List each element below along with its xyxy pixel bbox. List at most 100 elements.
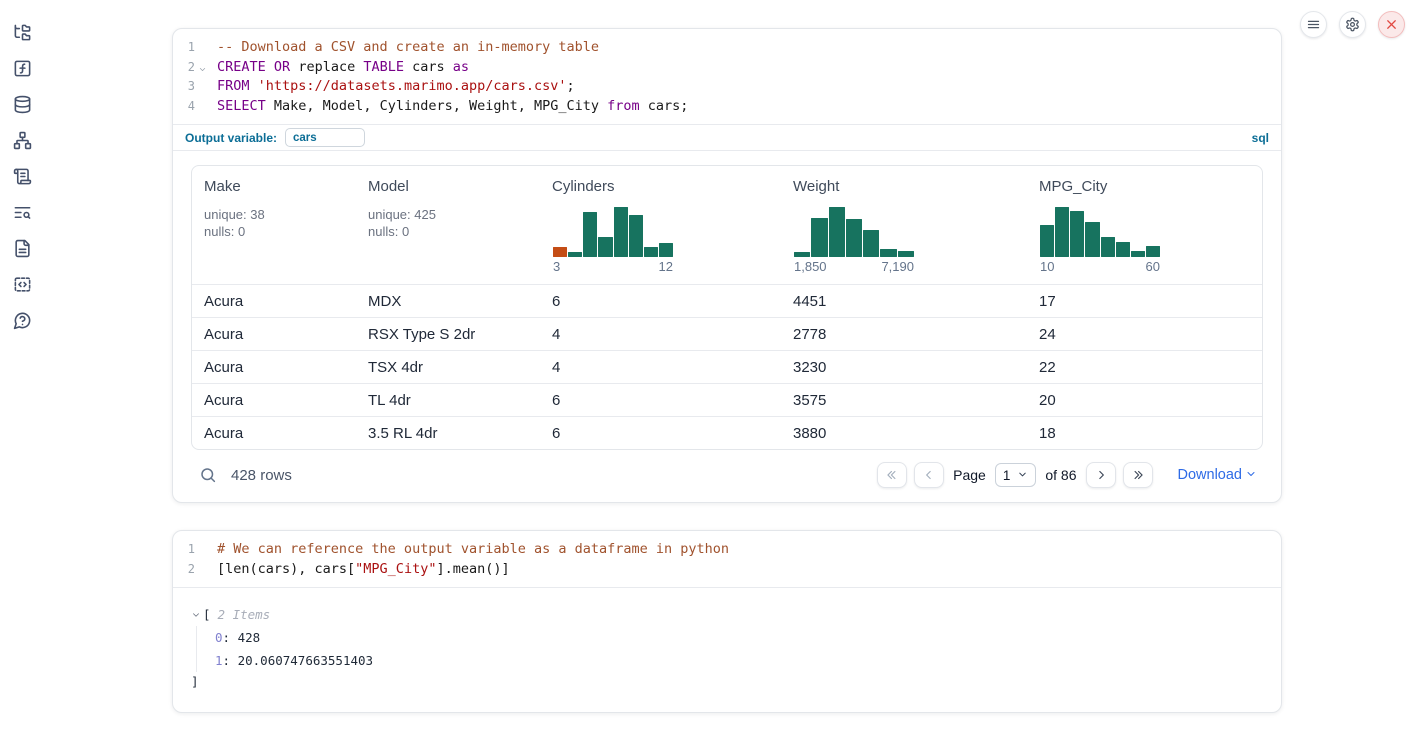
histogram-bar xyxy=(644,247,658,258)
code-line: 2CREATE OR replace TABLE cars as xyxy=(173,58,1281,78)
table-cell: Acura xyxy=(192,392,356,409)
histogram-bar xyxy=(1146,246,1160,257)
table-cell: 6 xyxy=(540,392,781,409)
sql-cell: 1-- Download a CSV and create an in-memo… xyxy=(172,28,1282,503)
code-line: 2[len(cars), cars["MPG_City"].mean()] xyxy=(173,560,1281,580)
column-header-make[interactable]: Makeunique: 38nulls: 0 xyxy=(192,166,356,284)
column-histogram: 1060 xyxy=(1040,207,1160,274)
histogram-bar xyxy=(1070,211,1084,258)
column-header-weight[interactable]: Weight 1,8507,190 xyxy=(781,166,1027,284)
histogram-bar xyxy=(1055,207,1069,257)
code-line: 3FROM 'https://datasets.marimo.app/cars.… xyxy=(173,77,1281,97)
table-cell: 3230 xyxy=(781,359,1027,376)
column-header-cylinders[interactable]: Cylinders 312 xyxy=(540,166,781,284)
sidebar-logs-icon[interactable] xyxy=(12,202,32,222)
code-line: 1-- Download a CSV and create an in-memo… xyxy=(173,38,1281,58)
table-cell: 3.5 RL 4dr xyxy=(356,425,540,442)
histogram-bar xyxy=(811,218,827,257)
fold-toggle-icon[interactable] xyxy=(195,58,209,78)
line-number: 3 xyxy=(173,77,195,97)
tree-close-bracket: ] xyxy=(191,672,1263,692)
table-cell: MDX xyxy=(356,293,540,310)
sidebar-snippets-icon[interactable] xyxy=(12,274,32,294)
table-body: AcuraMDX6445117AcuraRSX Type S 2dr427782… xyxy=(192,284,1262,449)
histogram-bar xyxy=(659,243,673,257)
histogram-bar xyxy=(863,230,879,258)
helper-panel-sidebar xyxy=(0,0,44,729)
last-page-button[interactable] xyxy=(1123,462,1153,488)
shutdown-button[interactable] xyxy=(1378,11,1405,38)
table-cell: 4451 xyxy=(781,293,1027,310)
table-row: AcuraRSX Type S 2dr4277824 xyxy=(192,317,1262,350)
histogram-bar xyxy=(898,251,914,257)
histogram-bar xyxy=(880,249,896,257)
first-page-button[interactable] xyxy=(877,462,907,488)
column-histogram: 312 xyxy=(553,207,673,274)
download-button[interactable]: Download xyxy=(1178,467,1258,483)
search-icon[interactable] xyxy=(199,466,217,484)
tree-open-bracket: [ xyxy=(203,604,211,626)
column-stats: unique: 38nulls: 0 xyxy=(204,206,344,240)
table-header: Makeunique: 38nulls: 0Modelunique: 425nu… xyxy=(192,166,1262,284)
histogram-bar xyxy=(598,237,612,257)
table-cell: 3575 xyxy=(781,392,1027,409)
download-label: Download xyxy=(1178,467,1243,483)
histogram-bar xyxy=(1131,251,1145,257)
notebook-actions-topbar xyxy=(1300,11,1405,38)
table-cell: 24 xyxy=(1027,326,1262,343)
data-table: Makeunique: 38nulls: 0Modelunique: 425nu… xyxy=(191,165,1263,450)
page-label: Page xyxy=(953,467,986,483)
histogram-bar xyxy=(1040,225,1054,258)
table-cell: Acura xyxy=(192,425,356,442)
table-cell: 20 xyxy=(1027,392,1262,409)
column-header-model[interactable]: Modelunique: 425nulls: 0 xyxy=(356,166,540,284)
table-cell: 6 xyxy=(540,425,781,442)
table-cell: 6 xyxy=(540,293,781,310)
line-number: 2 xyxy=(173,58,195,78)
histogram-bar xyxy=(614,207,628,257)
table-cell: 4 xyxy=(540,359,781,376)
page-select-value: 1 xyxy=(1003,468,1011,483)
column-title: Weight xyxy=(793,178,1015,195)
sidebar-dependency-graph-icon[interactable] xyxy=(12,130,32,150)
column-title: MPG_City xyxy=(1039,178,1250,195)
histogram-bar xyxy=(583,212,597,257)
table-cell: Acura xyxy=(192,326,356,343)
menu-button[interactable] xyxy=(1300,11,1327,38)
prev-page-button[interactable] xyxy=(914,462,944,488)
sql-code-editor[interactable]: 1-- Download a CSV and create an in-memo… xyxy=(173,29,1281,124)
table-row: AcuraMDX6445117 xyxy=(192,284,1262,317)
sidebar-scratchpad-icon[interactable] xyxy=(12,166,32,186)
tree-entry: 1: 20.060747663551403 xyxy=(215,649,1263,672)
output-variable-input[interactable] xyxy=(285,128,365,147)
output-variable-label: Output variable: xyxy=(185,131,277,145)
table-cell: 17 xyxy=(1027,293,1262,310)
page-total: of 86 xyxy=(1045,467,1076,483)
sidebar-file-explorer-icon[interactable] xyxy=(12,22,32,42)
table-cell: 4 xyxy=(540,326,781,343)
column-header-mpg_city[interactable]: MPG_City 1060 xyxy=(1027,166,1262,284)
sidebar-documentation-icon[interactable] xyxy=(12,238,32,258)
python-cell: 1# We can reference the output variable … xyxy=(172,530,1282,713)
line-number: 1 xyxy=(173,540,195,560)
sidebar-data-sources-icon[interactable] xyxy=(12,94,32,114)
sidebar-help-icon[interactable] xyxy=(12,310,32,330)
next-page-button[interactable] xyxy=(1086,462,1116,488)
histogram-bar xyxy=(1116,242,1130,257)
histogram-bar xyxy=(553,247,567,258)
table-row: AcuraTSX 4dr4323022 xyxy=(192,350,1262,383)
python-cell-output: [ 2 Items 0: 4281: 20.060747663551403 ] xyxy=(173,587,1281,712)
column-title: Model xyxy=(368,178,528,195)
settings-button[interactable] xyxy=(1339,11,1366,38)
python-code-editor[interactable]: 1# We can reference the output variable … xyxy=(173,531,1281,587)
sidebar-variables-icon[interactable] xyxy=(12,58,32,78)
histogram-bar xyxy=(1085,222,1099,257)
column-title: Cylinders xyxy=(552,178,769,195)
page-select[interactable]: 1 xyxy=(995,463,1037,487)
histogram-axis: 1060 xyxy=(1040,260,1160,274)
tree-collapse-caret[interactable] xyxy=(191,610,203,620)
chevron-down-icon xyxy=(1245,467,1257,483)
table-cell: 22 xyxy=(1027,359,1262,376)
histogram-bar xyxy=(1101,237,1115,257)
histogram-axis: 1,8507,190 xyxy=(794,260,914,274)
